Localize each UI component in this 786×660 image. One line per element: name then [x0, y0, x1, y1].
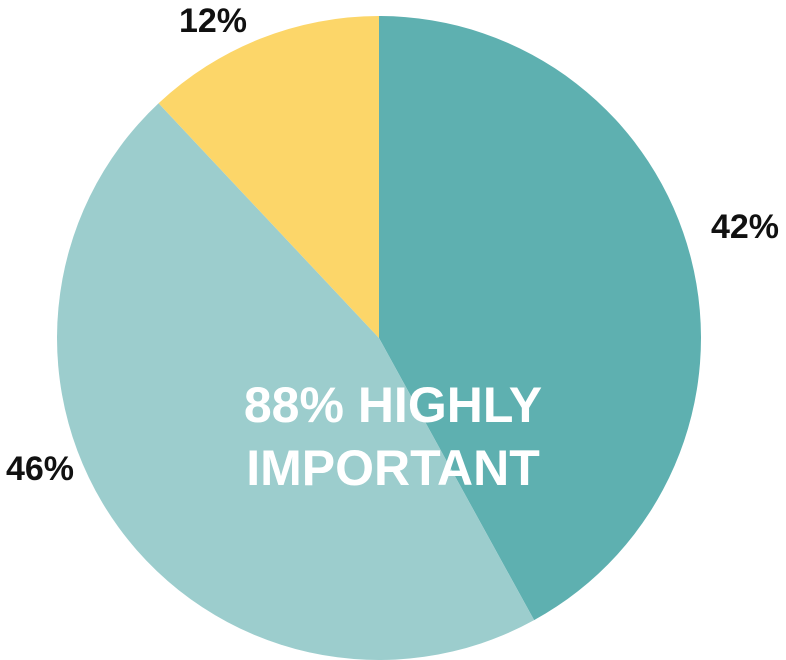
- pie-labels: 42% 46% 12%: [6, 2, 779, 488]
- center-label-line-1: 88% HIGHLY: [244, 377, 542, 433]
- slice-label-46: 46%: [6, 450, 74, 488]
- center-label-line-2: IMPORTANT: [246, 440, 539, 496]
- pie-slice-42: [379, 16, 701, 621]
- pie-slice-12: [158, 15, 379, 338]
- pie-slice-46: [57, 103, 535, 660]
- pie-slices: [57, 15, 701, 660]
- slice-label-12: 12%: [179, 2, 247, 40]
- slice-label-42: 42%: [711, 208, 779, 246]
